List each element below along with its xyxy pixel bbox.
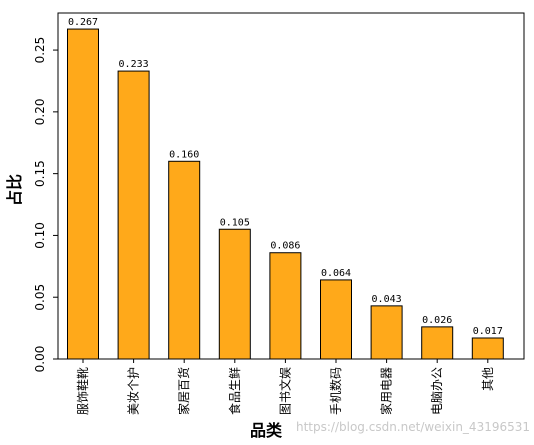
bar-value-label: 0.086: [270, 241, 300, 252]
bar: [421, 326, 454, 360]
bar: [117, 70, 150, 360]
bar-value-label: 0.160: [169, 149, 199, 160]
bar-value-label: 0.064: [321, 268, 351, 279]
bar-value-label: 0.017: [473, 326, 503, 337]
category-labels: 服饰鞋靴 美妆个护 家居百货 食品生鲜 图书文娱 手机数码 家用电器 电脑办公 其他: [75, 359, 495, 415]
bar-value-label: 0.026: [422, 315, 452, 326]
x-category-label: 其他: [481, 367, 495, 391]
bar: [269, 252, 302, 360]
y-tick-label: 0.15: [33, 160, 47, 187]
y-tick-label: 0.20: [33, 98, 47, 125]
x-category-label: 美妆个护: [127, 367, 141, 415]
bar: [471, 337, 504, 360]
bar: [370, 305, 403, 360]
x-axis-title: 品类: [250, 421, 283, 440]
bar: [168, 160, 201, 360]
bar-value-label: 0.233: [119, 59, 149, 70]
bar-value-label: 0.105: [220, 217, 250, 228]
bars: [67, 28, 504, 360]
bar-value-label: 0.043: [372, 294, 402, 305]
x-category-label: 图书文娱: [277, 367, 292, 415]
y-tick-label: 0.00: [33, 346, 47, 373]
x-category-label: 服饰鞋靴: [75, 367, 90, 415]
bar: [67, 28, 99, 360]
x-category-label: 电脑办公: [429, 367, 444, 415]
x-category-label: 手机数码: [328, 367, 343, 415]
x-category-label: 家居百货: [176, 367, 191, 415]
y-tick-label: 0.05: [33, 284, 47, 311]
y-axis: 0.00 0.05 0.10 0.15 0.20 0.25: [33, 37, 58, 373]
watermark: https://blog.csdn.net/weixin_43196531: [296, 420, 530, 434]
bar-value-label: 0.267: [68, 17, 98, 28]
x-category-label: 食品生鲜: [227, 367, 242, 415]
bar-value-labels: 0.267 0.233 0.160 0.105 0.086 0.064 0.043 0.026…: [68, 17, 503, 337]
x-category-label: 家用电器: [379, 367, 394, 415]
y-tick-label: 0.25: [33, 37, 47, 64]
y-tick-label: 0.10: [33, 222, 47, 249]
bar: [218, 228, 251, 360]
y-axis-title: 占比: [5, 174, 24, 206]
bar: [320, 279, 352, 360]
